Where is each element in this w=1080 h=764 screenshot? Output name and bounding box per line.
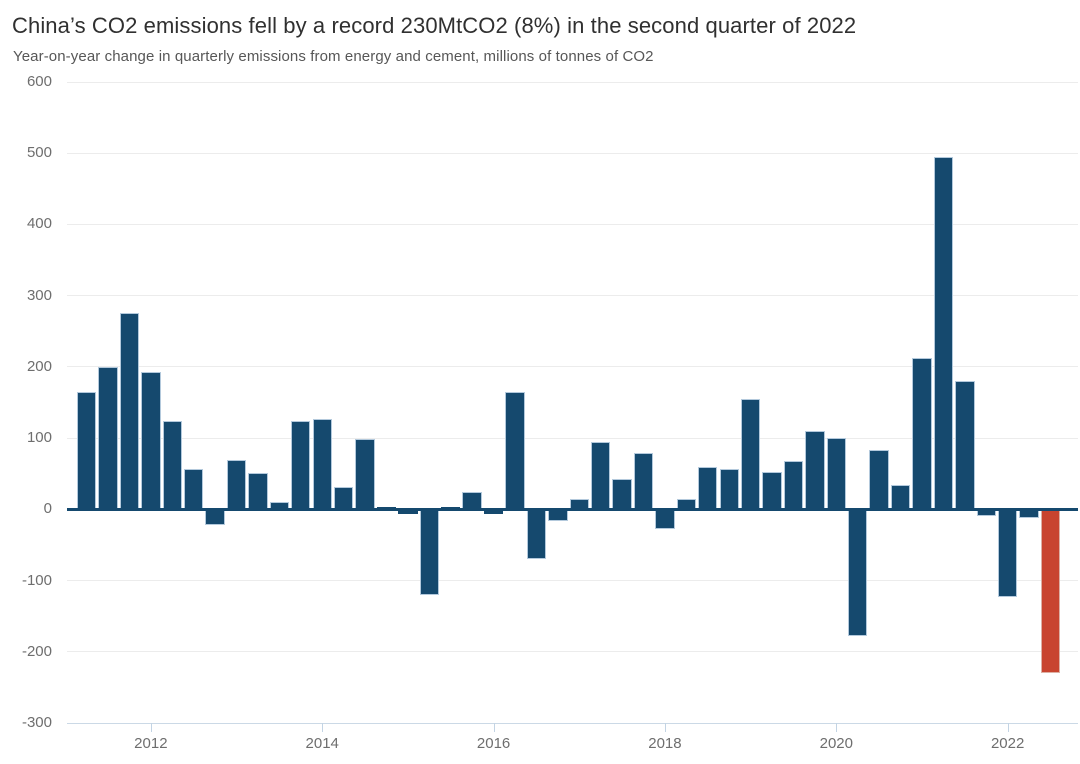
x-tick-label: 2012 (134, 735, 168, 752)
bar-2015-q3[interactable] (462, 492, 482, 510)
chart-subtitle: Year-on-year change in quarterly emissio… (13, 47, 654, 65)
x-tick-mark (664, 723, 666, 732)
bar-2018-q4[interactable] (740, 398, 761, 510)
zero-line (67, 507, 1078, 511)
bar-2022-q2[interactable] (1040, 509, 1061, 674)
bar-2013-q1[interactable] (248, 473, 268, 510)
gridline--200 (67, 651, 1078, 653)
y-tick-label: 400 (26, 215, 52, 233)
bar-2016-q1[interactable] (505, 391, 525, 510)
bar-2017-q3[interactable] (633, 453, 654, 510)
y-tick-label: 500 (26, 144, 52, 162)
y-tick-label: 0 (43, 500, 52, 518)
bar-2019-q4[interactable] (826, 438, 846, 510)
bar-2019-q3[interactable] (805, 430, 825, 510)
x-tick-mark (150, 723, 152, 732)
bar-2012-q4[interactable] (226, 460, 247, 510)
bar-2020-q1[interactable] (848, 509, 868, 637)
bar-2011-q3[interactable] (119, 313, 140, 510)
gridline--100 (67, 580, 1078, 582)
y-tick-label: -300 (21, 714, 52, 731)
bar-2020-q4[interactable] (912, 358, 932, 510)
x-tick-label: 2020 (819, 735, 853, 752)
gridline-500 (67, 152, 1078, 154)
bar-2021-q1[interactable] (933, 156, 954, 510)
bar-2013-q3[interactable] (291, 421, 311, 510)
bar-2017-q2[interactable] (612, 479, 632, 510)
x-tick-mark (836, 723, 838, 732)
x-tick-label: 2014 (305, 735, 339, 752)
gridline-400 (67, 223, 1078, 225)
bar-2011-q4[interactable] (141, 371, 161, 510)
x-tick-mark (1007, 723, 1009, 732)
chart-header: China’s CO2 emissions fell by a record 2… (12, 12, 1072, 65)
x-tick-mark (322, 723, 324, 732)
x-tick-label: 2016 (476, 735, 511, 752)
bar-2019-q2[interactable] (783, 460, 804, 510)
y-tick-label: 600 (26, 73, 52, 90)
y-tick-label: 100 (26, 429, 52, 447)
bar-2018-q2[interactable] (698, 467, 718, 510)
bar-2012-q3[interactable] (205, 509, 225, 525)
gridline-100 (67, 437, 1078, 439)
x-tick-label: 2022 (990, 735, 1025, 752)
x-tick-label: 2018 (648, 735, 682, 752)
gridline-200 (67, 366, 1078, 368)
chart-title: China’s CO2 emissions fell by a record 2… (12, 13, 857, 38)
bar-2020-q3[interactable] (890, 485, 911, 510)
x-axis-line (67, 722, 1078, 724)
bar-2020-q2[interactable] (869, 449, 889, 510)
y-tick-label: 300 (26, 286, 52, 304)
bar-2017-q4[interactable] (655, 509, 675, 529)
plot-area (67, 81, 1078, 724)
y-tick-label: -100 (21, 571, 52, 589)
bar-2015-q1[interactable] (419, 509, 439, 595)
bar-2012-q1[interactable] (162, 421, 182, 510)
bar-2017-q1[interactable] (590, 442, 611, 510)
bar-2018-q3[interactable] (719, 468, 739, 510)
bar-2021-q2[interactable] (955, 381, 975, 510)
bar-2014-q1[interactable] (333, 487, 354, 510)
gridline-600 (67, 81, 1078, 83)
y-tick-label: 200 (26, 357, 52, 375)
bar-2021-q4[interactable] (997, 509, 1018, 597)
bar-2015-q4[interactable] (483, 509, 504, 514)
bar-2014-q2[interactable] (355, 438, 375, 510)
bar-2016-q3[interactable] (548, 509, 568, 522)
bar-2019-q1[interactable] (762, 472, 782, 510)
bar-2011-q1[interactable] (76, 391, 97, 510)
bar-2012-q2[interactable] (184, 469, 204, 510)
bar-2016-q2[interactable] (526, 509, 547, 560)
bar-2013-q4[interactable] (312, 418, 332, 510)
x-tick-mark (493, 723, 495, 732)
y-tick-label: -200 (21, 642, 52, 660)
bar-2011-q2[interactable] (98, 366, 118, 510)
bar-2014-q4[interactable] (398, 509, 418, 514)
gridline-300 (67, 295, 1078, 297)
